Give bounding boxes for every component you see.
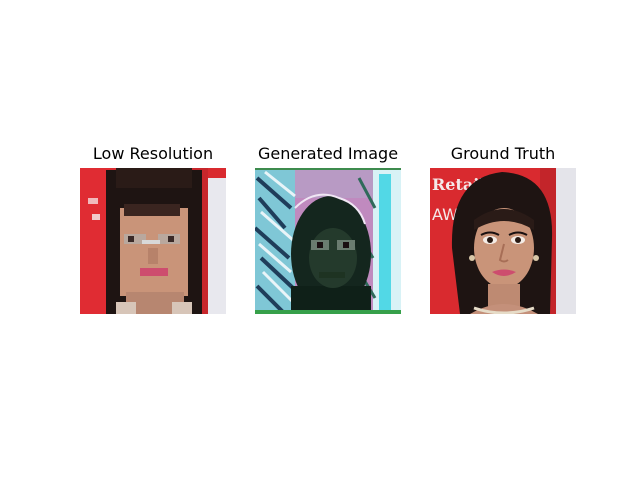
ground-truth-panel: Ground Truth Retail AW	[430, 142, 576, 314]
generated-image	[255, 168, 401, 314]
generated-image-panel: Generated Image	[255, 142, 401, 314]
low-resolution-title: Low Resolution	[92, 144, 214, 163]
generated-image-title: Generated Image	[257, 144, 399, 163]
ground-truth-image: Retail AW	[430, 168, 576, 314]
ground-truth-title: Ground Truth	[450, 144, 556, 163]
low-resolution-panel: Low Resolution	[80, 142, 226, 314]
backdrop-text-aw: AW	[432, 205, 458, 224]
low-resolution-image	[80, 168, 226, 314]
